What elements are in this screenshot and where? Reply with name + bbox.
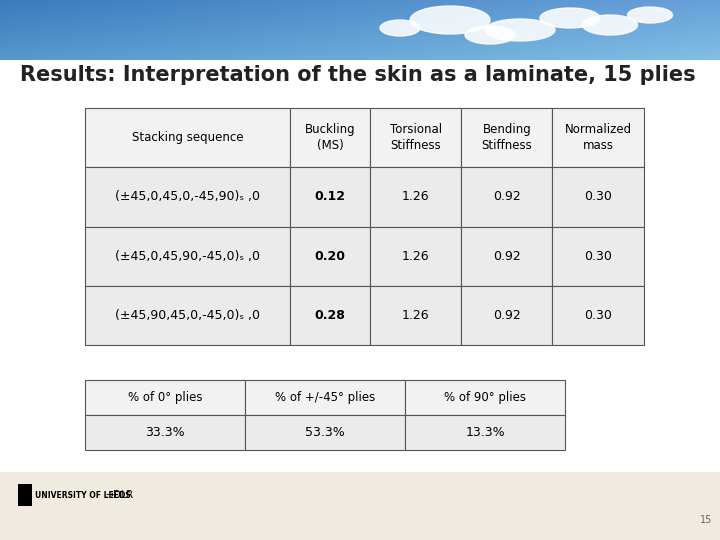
Bar — [370, 167, 462, 226]
Text: 13.3%: 13.3% — [465, 426, 505, 439]
Text: 1.26: 1.26 — [402, 191, 429, 204]
Bar — [85, 380, 245, 415]
Text: Results: Interpretation of the skin as a laminate, 15 plies: Results: Interpretation of the skin as a… — [20, 65, 696, 85]
Bar — [85, 286, 290, 345]
Text: % of +/-45° plies: % of +/-45° plies — [275, 391, 375, 404]
Text: 0.30: 0.30 — [584, 309, 612, 322]
Text: 0.92: 0.92 — [493, 309, 521, 322]
Text: →DLR: →DLR — [105, 490, 133, 500]
Bar — [370, 286, 462, 345]
Text: (±45,0,45,90,-45,0)ₛ ,0: (±45,0,45,90,-45,0)ₛ ,0 — [115, 249, 260, 262]
Text: 0.28: 0.28 — [315, 309, 346, 322]
Bar — [18, 484, 32, 506]
Text: Normalized
mass: Normalized mass — [564, 123, 631, 152]
Text: 0.30: 0.30 — [584, 191, 612, 204]
Text: Bending
Stiffness: Bending Stiffness — [482, 123, 532, 152]
Text: (±45,90,45,0,-45,0)ₛ ,0: (±45,90,45,0,-45,0)ₛ ,0 — [115, 309, 260, 322]
Ellipse shape — [582, 15, 637, 35]
Ellipse shape — [465, 26, 515, 44]
Text: Torsional
Stiffness: Torsional Stiffness — [390, 123, 441, 152]
Bar — [85, 167, 290, 226]
Text: Stacking sequence: Stacking sequence — [132, 131, 243, 144]
Text: % of 90° plies: % of 90° plies — [444, 391, 526, 404]
Bar — [552, 167, 644, 226]
Bar — [290, 108, 370, 167]
Text: 0.92: 0.92 — [493, 191, 521, 204]
Text: UNIVERSITY OF LEEDS: UNIVERSITY OF LEEDS — [35, 490, 131, 500]
Text: 1.26: 1.26 — [402, 249, 429, 262]
Bar — [462, 286, 552, 345]
Text: 15: 15 — [700, 515, 712, 524]
Bar — [85, 108, 290, 167]
Bar — [462, 226, 552, 286]
Bar — [370, 108, 462, 167]
Ellipse shape — [540, 8, 600, 28]
Bar — [0, 60, 720, 472]
Bar — [462, 167, 552, 226]
Bar — [290, 286, 370, 345]
Ellipse shape — [380, 20, 420, 36]
Bar — [0, 472, 720, 540]
Bar — [290, 226, 370, 286]
Text: 0.30: 0.30 — [584, 249, 612, 262]
Bar — [85, 226, 290, 286]
Text: 53.3%: 53.3% — [305, 426, 345, 439]
Bar — [370, 226, 462, 286]
Bar — [245, 415, 405, 450]
Text: % of 0° plies: % of 0° plies — [127, 391, 202, 404]
Text: 0.92: 0.92 — [493, 249, 521, 262]
Bar — [405, 380, 565, 415]
Ellipse shape — [628, 7, 672, 23]
Bar — [405, 415, 565, 450]
Text: (±45,0,45,0,-45,90)ₛ ,0: (±45,0,45,0,-45,90)ₛ ,0 — [115, 191, 260, 204]
Text: Buckling
(MS): Buckling (MS) — [305, 123, 356, 152]
Bar — [245, 380, 405, 415]
Bar — [85, 415, 245, 450]
Bar — [552, 226, 644, 286]
Bar — [552, 286, 644, 345]
Text: 1.26: 1.26 — [402, 309, 429, 322]
Bar — [552, 108, 644, 167]
Text: 0.12: 0.12 — [315, 191, 346, 204]
Ellipse shape — [410, 6, 490, 34]
Text: 0.20: 0.20 — [315, 249, 346, 262]
Text: 33.3%: 33.3% — [145, 426, 185, 439]
Bar — [290, 167, 370, 226]
Bar — [462, 108, 552, 167]
Ellipse shape — [485, 19, 555, 41]
